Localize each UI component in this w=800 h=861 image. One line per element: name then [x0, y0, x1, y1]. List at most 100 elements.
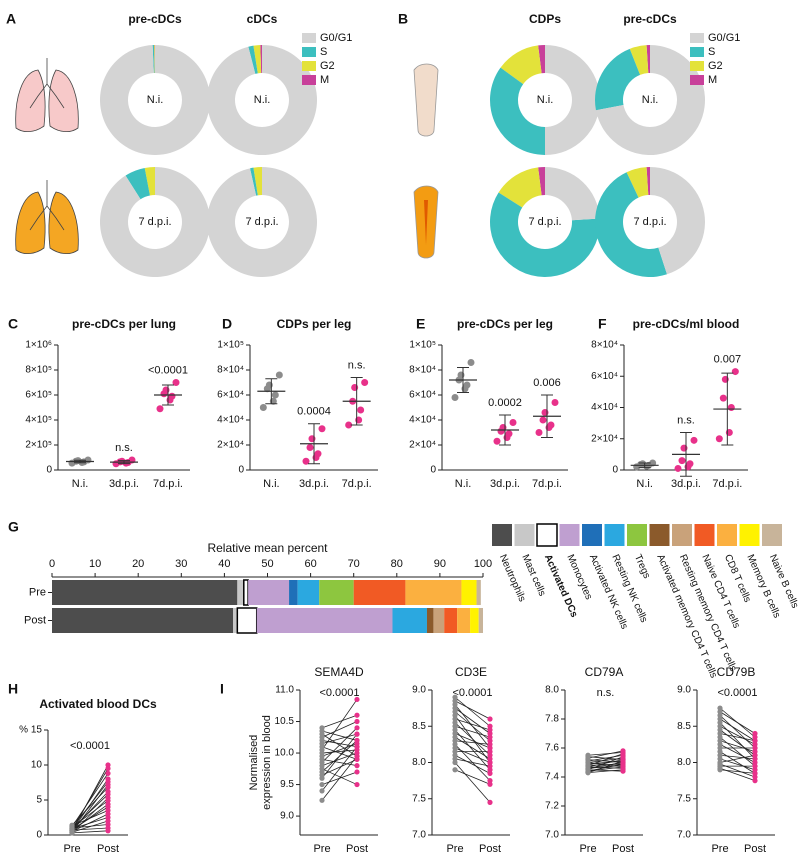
data-point — [752, 778, 758, 784]
bar-segment — [444, 608, 458, 633]
data-point — [487, 778, 493, 784]
data-point — [717, 738, 723, 744]
x-tick-label: N.i. — [263, 478, 280, 490]
bar-segment — [248, 580, 290, 605]
pair-line — [719, 725, 756, 745]
donut-segment — [206, 45, 317, 155]
pair-line — [71, 817, 109, 830]
pair-line — [454, 729, 491, 771]
y-tick-label: Pre — [29, 586, 46, 598]
legend-label: G0/G1 — [320, 32, 352, 44]
legend-swatch — [690, 75, 704, 85]
y-tick-label: 4×10⁴ — [409, 415, 436, 426]
annotation: 0.0004 — [297, 406, 331, 418]
sd-bar — [638, 462, 651, 469]
y-tick-label: 11.0 — [275, 685, 294, 696]
data-point — [487, 716, 493, 722]
data-point — [319, 797, 325, 803]
pair-line — [454, 733, 491, 749]
legend-swatch — [302, 75, 316, 85]
panel-label: E — [416, 316, 425, 332]
data-point — [717, 745, 723, 751]
legend-swatch — [302, 61, 316, 71]
data-point — [319, 781, 325, 788]
data-point — [318, 425, 326, 433]
y-tick-label: 8×10⁴ — [409, 365, 436, 376]
donut-segment — [144, 167, 155, 196]
pair-line — [71, 827, 109, 831]
data-point — [452, 712, 458, 718]
panel-label: I — [220, 681, 224, 697]
data-point — [319, 725, 325, 731]
data-point — [452, 767, 458, 773]
chart-title: pre-cDCs per lung — [72, 317, 176, 331]
y-axis-label: Normalised — [248, 735, 260, 791]
bar-segment — [353, 580, 406, 605]
pair-line — [587, 769, 624, 774]
data-point — [452, 709, 458, 715]
bar-segment — [237, 580, 244, 605]
pair-line — [587, 763, 624, 766]
donut-center-label: 7 d.p.i. — [138, 216, 171, 228]
legend-swatch — [492, 524, 512, 546]
data-point — [674, 464, 682, 472]
pair-line — [321, 752, 358, 767]
data-point — [354, 696, 360, 703]
donut-segment — [545, 167, 600, 221]
pair-line — [719, 718, 756, 742]
y-tick-label: 0 — [430, 465, 436, 476]
y-tick-label: 8×10⁴ — [217, 365, 244, 376]
panel-label: C — [8, 316, 18, 332]
annotation: 0.006 — [533, 377, 561, 389]
data-point — [487, 741, 493, 747]
donut-segment — [498, 167, 542, 208]
y-tick-label: 7.2 — [545, 801, 559, 812]
data-point — [452, 752, 458, 758]
pair-line — [454, 740, 491, 745]
pair-line — [719, 740, 756, 753]
x-tick-label: 7d.p.i. — [712, 478, 742, 490]
bar-segment — [405, 580, 462, 605]
y-tick-label: 7.6 — [545, 743, 559, 754]
pair-line — [71, 810, 109, 827]
pair-line — [71, 781, 109, 829]
legend-swatch — [690, 33, 704, 43]
pair-line — [587, 754, 624, 762]
data-point — [452, 698, 458, 704]
pair-line — [719, 751, 756, 774]
x-tick-label: Pre — [446, 843, 463, 855]
legend-label: Tregs — [632, 553, 652, 580]
data-point — [752, 759, 758, 766]
donut-center-label: N.i. — [254, 94, 271, 106]
legend-swatch — [302, 47, 316, 57]
pair-line — [587, 756, 624, 771]
pair-line — [719, 754, 756, 760]
data-point — [487, 727, 493, 733]
sd-bar — [162, 384, 174, 406]
data-point — [452, 734, 458, 740]
y-tick-label: 9.5 — [280, 779, 294, 790]
y-tick-label: 6×10⁴ — [217, 390, 244, 401]
y-tick-label: 4×10⁴ — [591, 402, 618, 413]
x-tick-label: 7d.p.i. — [153, 478, 183, 490]
sd-bar — [457, 367, 469, 393]
donut-segment — [538, 167, 545, 196]
y-tick-label: 8.0 — [545, 685, 559, 696]
pair-line — [321, 758, 358, 767]
donut-segment — [253, 166, 262, 196]
y-unit: % — [19, 725, 28, 736]
y-tick-label: 0 — [238, 465, 244, 476]
x-tick-label: 7d.p.i. — [342, 478, 372, 490]
data-point — [451, 394, 459, 401]
data-point — [452, 759, 458, 766]
x-tick-label: 3d.p.i. — [109, 478, 139, 490]
y-tick-label: 6×10⁵ — [25, 390, 52, 401]
y-tick-label: 7.4 — [545, 772, 559, 783]
donut-center-label: N.i. — [537, 94, 554, 106]
data-point — [345, 421, 353, 429]
data-point — [452, 705, 458, 711]
data-point — [731, 368, 739, 376]
pair-line — [454, 754, 491, 774]
donut-segment — [152, 45, 155, 74]
